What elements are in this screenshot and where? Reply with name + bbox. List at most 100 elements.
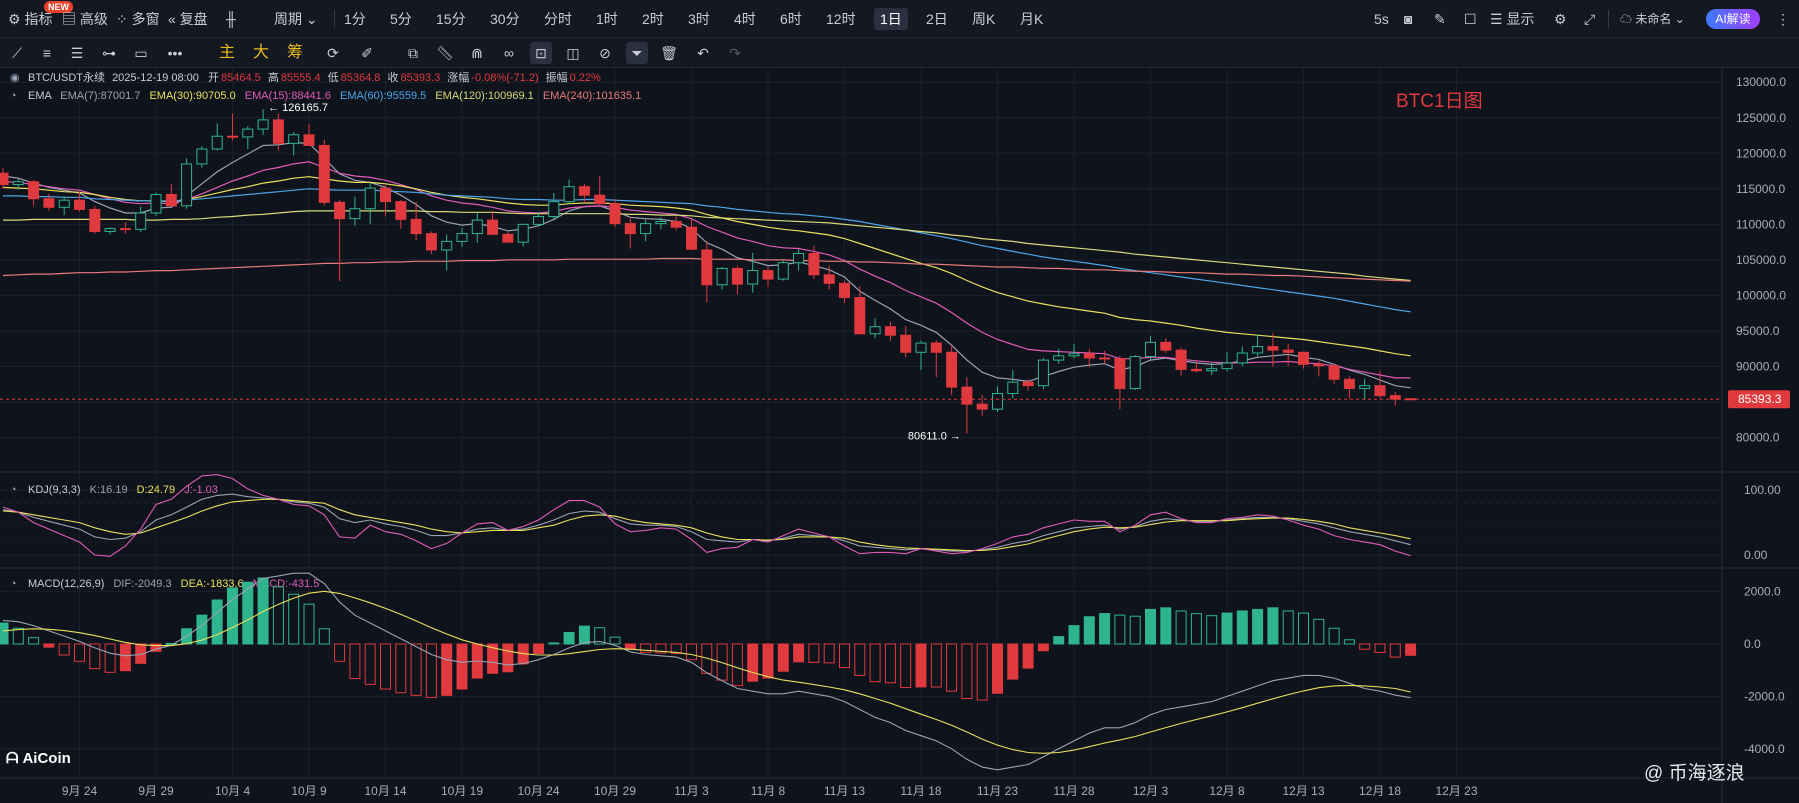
macd-bell-icon[interactable]: ◔ bbox=[10, 578, 17, 590]
channel-icon[interactable]: ☰ bbox=[70, 45, 84, 61]
candle bbox=[1037, 357, 1049, 390]
redo-icon[interactable]: ↷ bbox=[729, 45, 741, 61]
chips-button[interactable]: 筹 bbox=[286, 44, 303, 61]
candle-body bbox=[793, 252, 805, 264]
kdj-bell-icon[interactable]: ◔ bbox=[10, 484, 17, 496]
delete-icon[interactable]: 🗑︎ bbox=[660, 45, 678, 61]
replay-button[interactable]: « 复盘 bbox=[168, 11, 208, 27]
time-tick-label: 10月 4 bbox=[215, 784, 251, 798]
candle bbox=[1236, 346, 1248, 366]
bell-icon[interactable]: ◔ bbox=[10, 90, 17, 102]
period-1h[interactable]: 1时 bbox=[596, 11, 618, 27]
ruler-icon[interactable]: 📏︎ bbox=[436, 45, 454, 61]
period-month[interactable]: 月K bbox=[1020, 11, 1044, 27]
candle bbox=[1145, 335, 1156, 360]
period-30m[interactable]: 30分 bbox=[490, 11, 520, 27]
period-15m[interactable]: 15分 bbox=[436, 11, 466, 27]
candle-body bbox=[1267, 346, 1279, 351]
parallel-lines-icon[interactable]: ≡ bbox=[42, 45, 52, 61]
rectangle-icon[interactable]: ▭ bbox=[134, 45, 148, 61]
main-force-button[interactable]: 主 bbox=[218, 44, 235, 61]
macd-bar bbox=[1328, 627, 1340, 645]
macd-bar bbox=[1190, 613, 1202, 645]
period-2d[interactable]: 2日 bbox=[926, 11, 948, 27]
candle-body bbox=[884, 326, 896, 336]
copy-icon[interactable]: ⧉ bbox=[408, 45, 418, 61]
period-12h[interactable]: 12时 bbox=[826, 11, 856, 27]
macd-bar bbox=[884, 643, 896, 684]
candle-body bbox=[1190, 368, 1202, 372]
candle bbox=[533, 212, 544, 226]
drawing-toolbar bbox=[0, 38, 1799, 68]
kdj-k-line bbox=[2, 493, 1411, 552]
ai-interpret-button[interactable]: AI解读 bbox=[1706, 9, 1760, 29]
period-4h[interactable]: 4时 bbox=[734, 11, 756, 27]
brush-icon[interactable]: ✐ bbox=[361, 45, 373, 61]
macd-bar bbox=[961, 643, 973, 699]
macd-bar bbox=[441, 643, 453, 696]
chart-area[interactable]: ◉ BTC/USDT永续 2025-12-19 08:00 开 85464.5 高… bbox=[0, 68, 1799, 803]
indicator-button[interactable]: ⚙ 指标 bbox=[8, 11, 53, 27]
note-icon[interactable]: ☐ bbox=[1464, 11, 1477, 27]
time-tick-label: 10月 9 bbox=[291, 784, 327, 798]
candle-body bbox=[242, 128, 254, 138]
period-6h[interactable]: 6时 bbox=[780, 11, 802, 27]
macd-bar bbox=[349, 643, 361, 680]
candle bbox=[43, 193, 55, 211]
candle-body bbox=[716, 267, 728, 286]
menu-icon[interactable]: ⋮ bbox=[1776, 11, 1790, 27]
candle-body bbox=[900, 334, 912, 353]
price-tick-label: 80000.0 bbox=[1736, 431, 1780, 445]
macd-bar bbox=[839, 643, 850, 669]
price-tick-label: 130000.0 bbox=[1736, 75, 1786, 89]
visibility-icon[interactable]: ⊘ bbox=[599, 45, 611, 61]
filter-icon[interactable]: ⏷ bbox=[626, 42, 648, 64]
link-icon[interactable]: ∞ bbox=[504, 45, 514, 61]
candle bbox=[425, 231, 437, 255]
macd-bar bbox=[1236, 610, 1248, 645]
period-2h[interactable]: 2时 bbox=[642, 11, 664, 27]
price-tick-label: 115000.0 bbox=[1736, 182, 1785, 196]
period-week[interactable]: 周K bbox=[972, 11, 996, 27]
refresh-draw-icon[interactable]: ⟳ bbox=[327, 45, 339, 61]
price-tag-text: 85393.3 bbox=[1738, 392, 1782, 406]
hide-icon[interactable]: ◫ bbox=[566, 45, 580, 61]
candle-style-button[interactable]: ╫ bbox=[226, 0, 236, 38]
period-1m[interactable]: 1分 bbox=[344, 11, 366, 27]
grid-lines bbox=[0, 68, 1722, 778]
candle-body bbox=[747, 270, 759, 285]
period-timeshare[interactable]: 分时 bbox=[544, 11, 572, 27]
settings-icon[interactable]: ⚙ bbox=[1554, 11, 1567, 27]
multi-window-button[interactable]: ⁘ 多窗 bbox=[116, 11, 160, 27]
period-3h[interactable]: 3时 bbox=[688, 11, 710, 27]
lock-icon[interactable]: ⊡ bbox=[530, 42, 552, 64]
refresh-interval[interactable]: 5s bbox=[1374, 11, 1389, 27]
candle-body bbox=[1145, 341, 1156, 358]
period-dropdown[interactable]: 周期 ⌄ bbox=[274, 11, 318, 27]
large-order-button[interactable]: 大 bbox=[252, 44, 269, 61]
candle bbox=[318, 139, 330, 206]
advanced-button[interactable]: ▤ 高级 bbox=[62, 11, 108, 27]
time-tick-label: 10月 24 bbox=[517, 784, 559, 798]
more-tools-icon[interactable]: ••• bbox=[167, 45, 183, 61]
undo-icon[interactable]: ↶ bbox=[697, 45, 709, 61]
period-5m[interactable]: 5分 bbox=[390, 11, 412, 27]
candle bbox=[1389, 392, 1401, 406]
line-tool-icon[interactable]: ⟋ bbox=[12, 45, 22, 61]
price-tag bbox=[1728, 390, 1790, 409]
camera-icon[interactable]: ◙ bbox=[1404, 11, 1413, 27]
display-button[interactable]: ☰ 显示 bbox=[1490, 11, 1535, 27]
edit-icon[interactable]: ✎ bbox=[1434, 11, 1446, 27]
macd-bar bbox=[104, 643, 116, 673]
candle bbox=[731, 265, 743, 295]
layout-name-dropdown[interactable]: ☁ 未命名 ⌄ bbox=[1620, 12, 1685, 26]
fullscreen-icon[interactable]: ⤢ bbox=[1584, 11, 1596, 27]
display-icon: ☰ bbox=[1490, 11, 1503, 27]
macd-bar bbox=[1175, 610, 1187, 645]
horizontal-line-icon[interactable]: ⊶ bbox=[102, 45, 116, 61]
magnet-icon[interactable]: ⋒ bbox=[471, 45, 483, 61]
candle-body bbox=[502, 233, 514, 243]
period-1d[interactable]: 1日 bbox=[874, 8, 908, 30]
candle bbox=[1007, 370, 1019, 399]
eye-icon[interactable]: ◉ bbox=[10, 72, 20, 84]
